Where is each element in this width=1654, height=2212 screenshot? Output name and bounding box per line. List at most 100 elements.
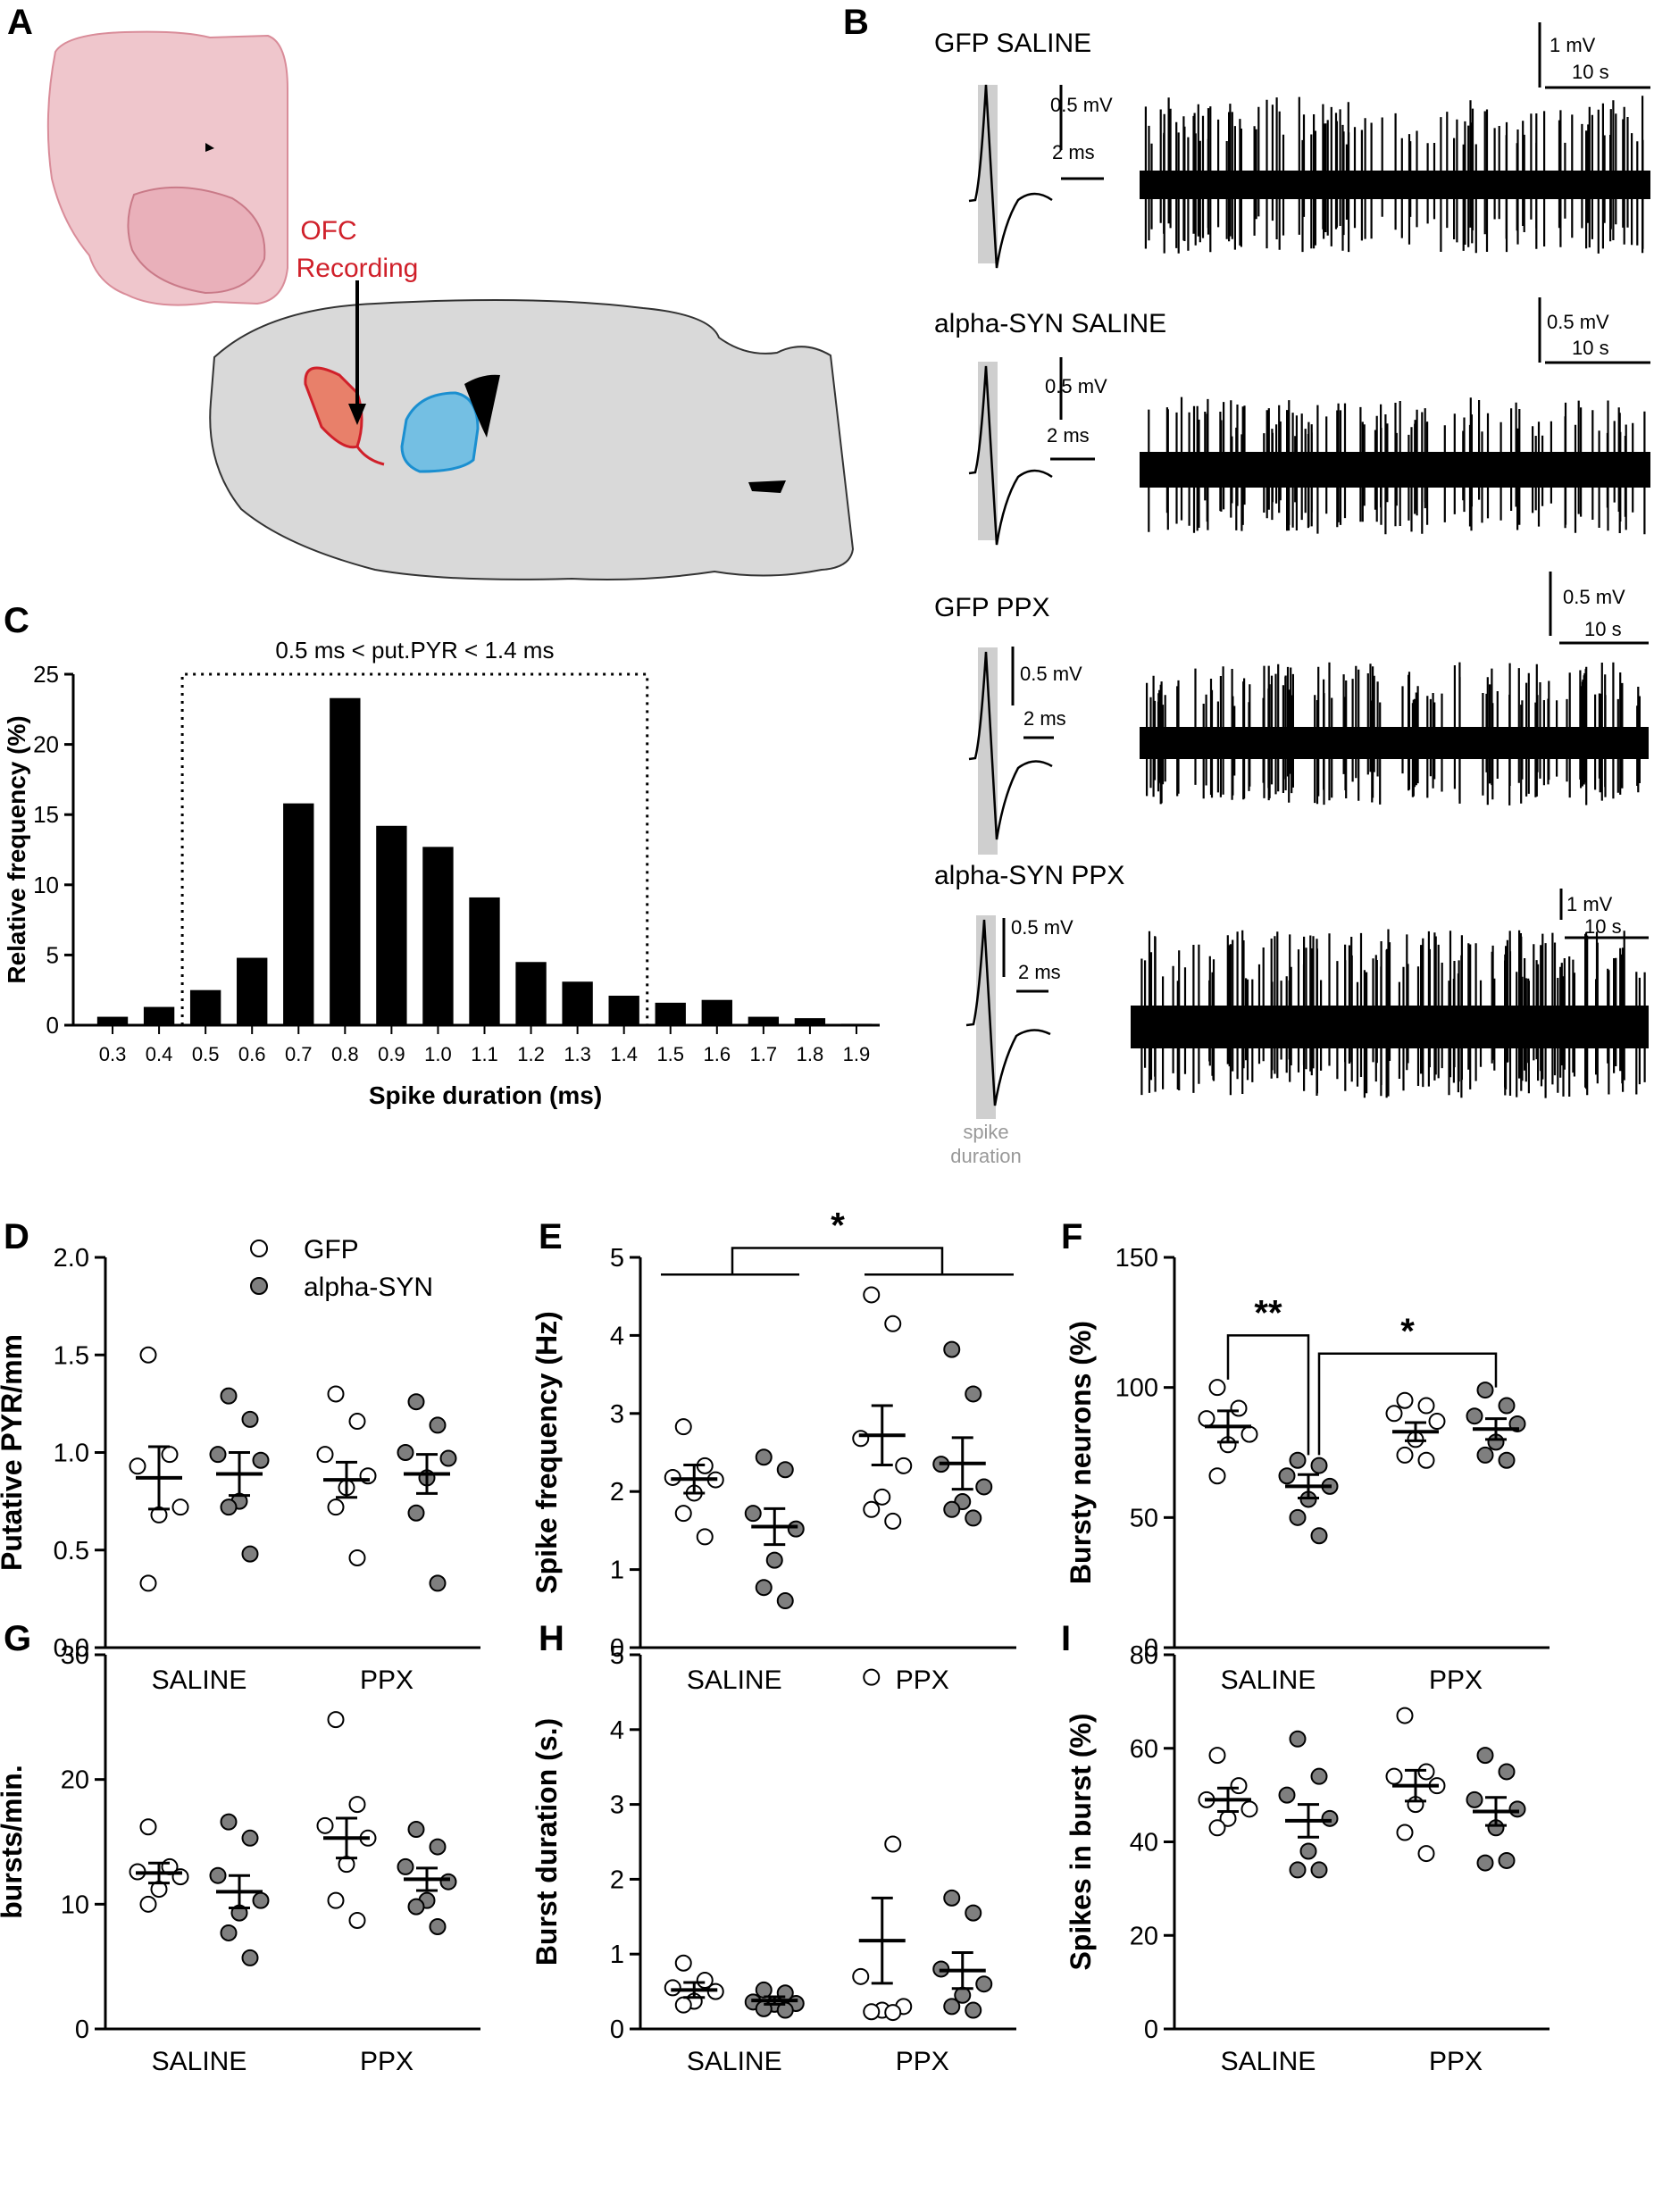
data-point: [755, 1981, 773, 1999]
panel-label-H: H: [539, 1619, 564, 1658]
y-tick-label: 1.0: [54, 1440, 89, 1468]
y-tick-label: 0: [610, 1634, 624, 1663]
panel-label-I: I: [1061, 1619, 1071, 1658]
data-point: [852, 1967, 870, 1985]
y-tick-label: 25: [33, 661, 59, 688]
bar: [469, 897, 500, 1025]
data-point: [1208, 1379, 1226, 1397]
group-label: SALINE: [687, 2047, 782, 2076]
y-tick-label: 100: [1115, 1374, 1158, 1403]
data-point: [965, 1509, 982, 1527]
data-point: [1385, 1767, 1403, 1785]
sig-bracket-main: [731, 1247, 944, 1275]
data-point: [744, 1505, 762, 1523]
y-tick-label: 3: [610, 1400, 624, 1429]
trace-amp-1: 1 mV: [1550, 34, 1596, 56]
data-point: [943, 1889, 961, 1907]
data-point: [943, 1500, 961, 1518]
amp-label-3: 0.5 mV: [1020, 663, 1082, 685]
data-point: [863, 1668, 881, 1686]
time-label-3: 2 ms: [1023, 707, 1066, 730]
group-label: PPX: [1429, 2047, 1483, 2076]
bar: [655, 1002, 686, 1025]
spike-waveform-2: [968, 365, 1053, 546]
y-tick-label: 5: [610, 1641, 624, 1670]
ofc-label: OFC: [300, 216, 356, 246]
data-point: [1289, 1861, 1307, 1879]
data-point: [1466, 1790, 1483, 1808]
y-tick-label: 2: [610, 1866, 624, 1894]
legend-label-gfp: GFP: [304, 1235, 359, 1265]
data-point: [884, 1835, 902, 1853]
y-tick-label: 2: [610, 1478, 624, 1507]
data-point: [943, 1340, 961, 1358]
bar: [840, 1023, 873, 1025]
data-point: [1289, 1508, 1307, 1526]
group-label: PPX: [896, 2047, 949, 2076]
data-point: [884, 1315, 902, 1332]
data-point: [863, 1286, 881, 1304]
data-point: [975, 1975, 993, 1993]
data-point: [1396, 1446, 1414, 1464]
data-point: [1289, 1451, 1307, 1469]
data-point: [975, 1478, 993, 1496]
data-point: [1498, 1451, 1516, 1469]
y-axis-title: Burst duration (s.): [530, 1718, 563, 1966]
data-point: [696, 1528, 714, 1546]
recording-label: Recording: [297, 254, 419, 283]
x-tick-label: 1.6: [703, 1043, 731, 1065]
bar: [96, 1016, 129, 1025]
data-point: [407, 1504, 425, 1522]
data-point: [776, 2001, 794, 2019]
data-point: [696, 1972, 714, 1990]
bar: [189, 989, 221, 1025]
data-point: [1466, 1407, 1483, 1425]
trace-amp-3: 0.5 mV: [1563, 586, 1625, 608]
y-tick-label: 5: [46, 941, 59, 968]
panel-label-B: B: [843, 3, 869, 42]
data-point: [776, 1592, 794, 1610]
panel-label-F: F: [1061, 1217, 1082, 1256]
y-tick-label: 1: [610, 1941, 624, 1969]
trace-title-1: GFP SALINE: [934, 29, 1091, 58]
y-axis-title: bursts/min.: [0, 1765, 28, 1918]
y-tick-label: 20: [33, 731, 59, 758]
data-point: [348, 1548, 366, 1566]
histology-section: [46, 30, 288, 306]
trace-title-4: alpha-SYN PPX: [934, 861, 1124, 890]
amp-label-2: 0.5 mV: [1045, 375, 1107, 397]
x-tick-label: 1.4: [610, 1043, 638, 1065]
panel-label-D: D: [4, 1217, 29, 1256]
data-point: [674, 1954, 692, 1972]
data-point: [1385, 1405, 1403, 1423]
group-label: PPX: [360, 2047, 414, 2076]
x-tick-label: 0.9: [378, 1043, 405, 1065]
y-axis-title: Bursty neurons (%): [1065, 1321, 1097, 1584]
data-point: [674, 1996, 692, 2014]
data-point: [1278, 1467, 1296, 1485]
chart-G: 0 10 20 30 SALINE PPX bursts/min.: [0, 1641, 480, 2076]
bar: [330, 697, 361, 1025]
data-point: [852, 1430, 870, 1448]
data-point: [429, 1917, 447, 1935]
data-point: [965, 2001, 982, 2019]
y-axis-title: Spike frequency (Hz): [530, 1311, 563, 1594]
x-tick-label: 0.5: [192, 1043, 220, 1065]
data-point: [1310, 1527, 1328, 1545]
duration-label: duration: [950, 1145, 1022, 1167]
x-tick-label: 0.3: [99, 1043, 127, 1065]
x-tick-label: 0.6: [238, 1043, 266, 1065]
y-tick-label: 0.0: [54, 1634, 89, 1663]
y-tick-label: 1: [610, 1557, 624, 1585]
data-point: [241, 1545, 259, 1563]
data-point: [397, 1444, 414, 1461]
x-tick-label: 0.4: [146, 1043, 173, 1065]
data-point: [1498, 1851, 1516, 1869]
data-point: [863, 1500, 881, 1518]
data-point: [327, 1891, 345, 1909]
data-point: [348, 1911, 366, 1929]
spike-lines: [1148, 396, 1646, 535]
group-label: PPX: [360, 1665, 414, 1695]
y-tick-label: 20: [61, 1766, 89, 1795]
